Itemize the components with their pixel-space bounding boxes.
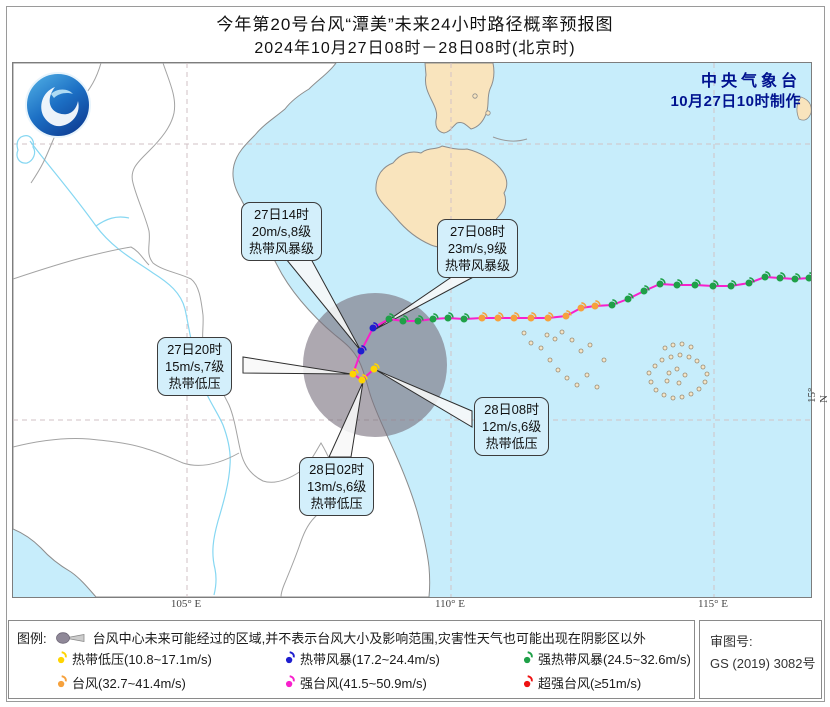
cma-logo: [25, 72, 91, 138]
typhoon-symbol-icon: [57, 651, 67, 664]
callout-28d08h: 28日08时 12m/s,6级 热带低压: [474, 397, 550, 456]
legend-item-ts: 热带风暴(17.2~24.4m/s): [283, 649, 440, 668]
map-license-box: 审图号: GS (2019) 3082号: [699, 620, 822, 699]
legend-area-note: 台风中心未来可能经过的区域,并不表示台风大小及影响范围,灾害性天气也可能出现在阴…: [92, 631, 646, 646]
land-leizhou-peninsula: [424, 63, 495, 134]
land-fragment: [796, 96, 811, 121]
axis-label-115e: 115° E: [698, 598, 728, 610]
legend-item-td: 热带低压(10.8~17.1m/s): [55, 649, 212, 668]
shaded-area-icon: [55, 631, 85, 644]
license-number: GS (2019) 3082号: [710, 656, 816, 671]
legend-item-sty: 强台风(41.5~50.9m/s): [283, 673, 427, 692]
island-specks: [521, 329, 710, 401]
axis-label-15n: 15° N: [806, 387, 830, 403]
map-canvas: [13, 63, 811, 597]
producer-time: 10月27日10时制作: [670, 93, 801, 110]
producer-watermark: 中央气象台 10月27日10时制作: [670, 72, 801, 112]
typhoon-symbol-icon: [57, 675, 67, 688]
legend-item-sts: 强热带风暴(24.5~32.6m/s): [521, 649, 691, 668]
country-borders: [13, 63, 336, 597]
typhoon-symbol-icon: [285, 651, 295, 664]
page-subtitle: 2024年10月27日08时－28日08时(北京时): [254, 40, 576, 57]
legend-item-super-ty: 超强台风(≥51m/s): [521, 673, 641, 692]
islet: [485, 110, 491, 116]
callout-pointers: [242, 258, 480, 458]
callout-27d14h: 27日14时 20m/s,8级 热带风暴级: [241, 202, 323, 261]
typhoon-symbol-icon: [523, 651, 533, 664]
legend-title: 图例:: [17, 631, 47, 646]
map-area: 中央气象台 10月27日10时制作 27日14时 20m/s,8级 热带风暴级 …: [12, 62, 812, 598]
axis-label-110e: 110° E: [435, 598, 465, 610]
probability-area: [303, 293, 447, 437]
axis-label-105e: 105° E: [170, 598, 202, 610]
islet: [472, 93, 478, 99]
outer-frame: [6, 6, 825, 702]
callout-27d08h: 27日08时 23m/s,9级 热带风暴级: [437, 219, 519, 278]
typhoon-symbol-icon: [523, 675, 533, 688]
legend-item-ty: 台风(32.7~41.4m/s): [55, 673, 186, 692]
typhoon-track: [349, 271, 811, 384]
producer-name: 中央气象台: [700, 73, 801, 90]
page-title: 今年第20号台风“潭美”未来24小时路径概率预报图: [216, 15, 614, 34]
typhoon-symbol-icon: [285, 675, 295, 688]
license-label: 审图号:: [710, 634, 753, 649]
legend-panel: 图例: 台风中心未来可能经过的区域,并不表示台风大小及影响范围,灾害性天气也可能…: [8, 620, 695, 699]
callout-27d20h: 27日20时 15m/s,7级 热带低压: [157, 337, 233, 396]
strait-line: [492, 136, 528, 142]
callout-28d02h: 28日02时 13m/s,6级 热带低压: [299, 457, 375, 516]
